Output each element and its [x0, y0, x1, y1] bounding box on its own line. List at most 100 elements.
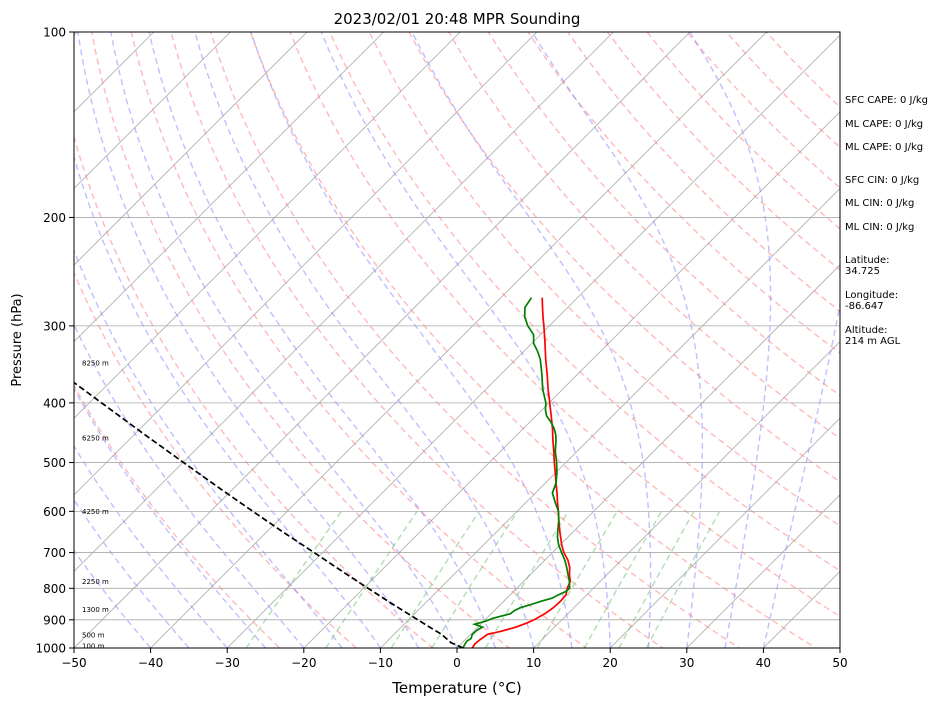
sfc-cin-label: SFC CIN: 0 J/kg	[845, 175, 920, 186]
ml-cin-label-2: ML CIN: 0 J/kg	[845, 222, 915, 233]
isotherm-line	[226, 34, 840, 648]
mixing-ratio-line	[583, 510, 663, 648]
moist-adiabat-line	[110, 32, 458, 648]
y-tick-label: 900	[43, 613, 66, 627]
isotherm-line	[74, 32, 308, 266]
isotherm-line	[74, 32, 538, 496]
moist-adiabat-line	[411, 32, 652, 648]
moist-adiabat-line	[74, 444, 228, 648]
altitude-label: Altitude: 214 m AGL	[845, 325, 901, 347]
dry-adiabat-line	[170, 32, 664, 648]
dry-adiabat-line	[74, 271, 358, 648]
dry-adiabat-line	[368, 32, 840, 527]
y-tick-label: 700	[43, 546, 66, 560]
dry-adiabat-line	[527, 32, 840, 355]
isotherm-line	[609, 417, 840, 648]
plot-frame	[73, 31, 841, 649]
moist-adiabat-line	[74, 387, 267, 648]
dry-adiabat-line	[90, 32, 511, 648]
x-tick-label: 40	[756, 656, 771, 670]
ml-cin-label: ML CIN: 0 J/kg	[845, 198, 915, 209]
dry-adiabat-line	[329, 32, 840, 572]
isotherm-line	[686, 494, 840, 648]
isotherm-line	[303, 111, 840, 648]
x-tick-label: −40	[138, 656, 163, 670]
y-tick-label: 400	[43, 396, 66, 410]
x-tick-label: −50	[61, 656, 86, 670]
height-label: 1300 m	[82, 606, 109, 614]
longitude-label: Longitude: -86.647	[845, 290, 899, 312]
y-tick-label: 600	[43, 505, 66, 519]
chart-title: 2023/02/01 20:48 MPR Sounding	[334, 10, 581, 28]
mixing-ratio-line	[618, 510, 695, 648]
moist-adiabat-line	[74, 248, 343, 648]
isotherm-line	[74, 32, 231, 189]
pressure-grid	[74, 32, 840, 648]
isotherm-line	[380, 187, 840, 648]
moist-adiabat-line	[531, 32, 704, 648]
dewpoint-line	[462, 297, 571, 648]
y-axis: 1000 900 800 700 600 500 400 300 200 100	[35, 26, 74, 656]
parcel-line	[74, 381, 464, 648]
moist-adiabat-line	[762, 301, 840, 648]
y-tick-label: 1000	[35, 642, 66, 656]
height-label: 6250 m	[82, 435, 109, 443]
dry-adiabat-line	[567, 32, 840, 313]
moist-adiabat-line	[194, 32, 535, 648]
y-tick-label: 200	[43, 211, 66, 225]
dry-adiabat-line	[130, 32, 588, 648]
x-axis-label: Temperature (°C)	[391, 679, 521, 697]
x-tick-label: 0	[453, 656, 461, 670]
moist-adiabat-line	[250, 32, 573, 648]
latitude-label: Latitude: 34.725	[845, 255, 890, 277]
x-tick-label: −30	[215, 656, 240, 670]
moist-adiabat-line	[689, 32, 772, 648]
x-tick-label: −20	[291, 656, 316, 670]
isotherm-line	[74, 32, 691, 648]
height-label: 2250 m	[82, 578, 109, 586]
moist-adiabat-line	[148, 32, 496, 648]
y-axis-label: Pressure (hPa)	[10, 293, 25, 386]
mixing-ratio-line	[536, 510, 618, 648]
isotherm-line	[74, 32, 384, 343]
mixing-ratio-line	[645, 510, 721, 648]
height-labels: 100 m 500 m 1300 m 2250 m 4250 m 6250 m 8250 m	[82, 359, 109, 650]
x-tick-label: −10	[368, 656, 393, 670]
moist-adiabat-line	[320, 32, 611, 648]
x-tick-label: 20	[603, 656, 618, 670]
y-tick-label: 800	[43, 582, 66, 596]
mixing-ratio-line	[431, 510, 519, 648]
sounding-lines	[74, 297, 572, 648]
x-tick-label: 10	[526, 656, 541, 670]
ml-cape-label-2: ML CAPE: 0 J/kg	[845, 142, 924, 153]
dry-adiabat-line	[289, 32, 840, 618]
reference-lines	[0, 32, 840, 648]
mixing-ratio-line	[245, 510, 342, 648]
y-tick-label: 300	[43, 319, 66, 333]
height-label: 4250 m	[82, 508, 109, 516]
y-tick-label: 100	[43, 26, 66, 40]
temperature-line	[471, 297, 572, 648]
mixing-ratio-line	[325, 510, 418, 648]
sfc-cape-label: SFC CAPE: 0 J/kg	[845, 95, 928, 106]
moist-adiabat-line	[74, 154, 381, 648]
height-label: 500 m	[82, 632, 105, 640]
height-label: 8250 m	[82, 359, 109, 367]
height-label: 100 m	[82, 643, 105, 651]
x-axis: −50 −40 −30 −20 −10 0 10 20 30 40 50	[61, 648, 848, 670]
dry-adiabat-line	[209, 32, 741, 648]
mixing-ratio-line	[484, 510, 569, 648]
dry-adiabat-line	[74, 134, 434, 648]
ml-cape-label: ML CAPE: 0 J/kg	[845, 119, 924, 130]
isotherm-line	[74, 32, 461, 419]
dry-adiabat-line	[74, 384, 281, 648]
isotherm-line	[0, 32, 1, 648]
y-tick-label: 500	[43, 456, 66, 470]
isotherm-line	[150, 32, 767, 648]
isotherm-line	[533, 341, 840, 648]
moist-adiabat-line	[77, 32, 420, 648]
dry-adiabat-line	[249, 32, 818, 648]
isotherm-line	[74, 32, 614, 572]
x-tick-label: 50	[832, 656, 847, 670]
